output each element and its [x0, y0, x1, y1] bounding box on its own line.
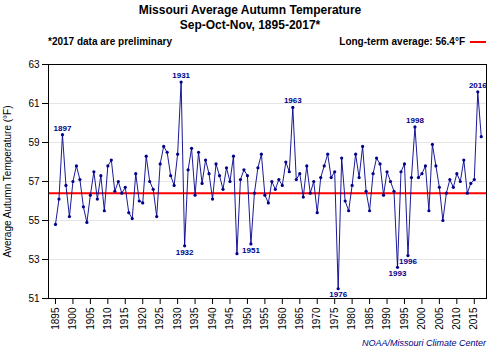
svg-text:1945: 1945 — [224, 307, 235, 330]
svg-text:59: 59 — [28, 137, 40, 148]
svg-text:53: 53 — [28, 254, 40, 265]
svg-text:1915: 1915 — [119, 307, 130, 330]
svg-text:2016: 2016 — [469, 81, 487, 90]
svg-text:1980: 1980 — [346, 307, 357, 330]
svg-text:1951: 1951 — [242, 246, 260, 255]
svg-text:51: 51 — [28, 293, 40, 304]
svg-text:1910: 1910 — [102, 307, 113, 330]
svg-text:1998: 1998 — [406, 116, 424, 125]
svg-text:2000: 2000 — [416, 307, 427, 330]
svg-text:1970: 1970 — [311, 307, 322, 330]
svg-text:1976: 1976 — [329, 290, 348, 300]
svg-text:63: 63 — [28, 59, 40, 70]
svg-text:1990: 1990 — [381, 307, 392, 330]
svg-text:1960: 1960 — [277, 307, 288, 330]
svg-text:2015: 2015 — [468, 307, 479, 330]
svg-text:1996: 1996 — [399, 257, 417, 266]
svg-text:1975: 1975 — [329, 307, 340, 330]
svg-text:57: 57 — [28, 176, 40, 187]
svg-text:2010: 2010 — [451, 307, 462, 330]
svg-text:1897: 1897 — [54, 124, 72, 133]
svg-text:1993: 1993 — [389, 269, 407, 278]
svg-text:1925: 1925 — [154, 307, 165, 330]
svg-text:1920: 1920 — [137, 307, 148, 330]
html-text:*2017 data are preliminary: *2017 data are preliminary — [48, 36, 172, 47]
svg-text:2005: 2005 — [434, 307, 445, 330]
svg-text:1930: 1930 — [172, 307, 183, 330]
svg-text:1985: 1985 — [364, 307, 375, 330]
svg-text:61: 61 — [28, 98, 40, 109]
svg-text:1963: 1963 — [284, 96, 302, 105]
svg-text:55: 55 — [28, 215, 40, 226]
svg-text:1931: 1931 — [172, 71, 190, 80]
svg-text:1935: 1935 — [189, 307, 200, 330]
html-text:Sep-Oct-Nov, 1895-2017*: Sep-Oct-Nov, 1895-2017* — [179, 18, 321, 32]
svg-text:1965: 1965 — [294, 307, 305, 330]
html-text:Missouri Average Autumn Temper: Missouri Average Autumn Temperature — [138, 3, 362, 17]
svg-text:1940: 1940 — [207, 307, 218, 330]
svg-text:1995: 1995 — [399, 307, 410, 330]
svg-text:Average Autumn Temperature (°F: Average Autumn Temperature (°F) — [2, 105, 13, 257]
svg-text:1950: 1950 — [242, 307, 253, 330]
svg-text:1895: 1895 — [50, 307, 61, 330]
html-text:NOAA/Missouri Climate Center: NOAA/Missouri Climate Center — [362, 338, 486, 348]
html-text:Long-term average: 56.4°F: Long-term average: 56.4°F — [339, 36, 465, 47]
svg-text:1932: 1932 — [176, 248, 194, 257]
svg-text:1900: 1900 — [67, 307, 78, 330]
svg-text:1905: 1905 — [85, 307, 96, 330]
svg-text:1955: 1955 — [259, 307, 270, 330]
